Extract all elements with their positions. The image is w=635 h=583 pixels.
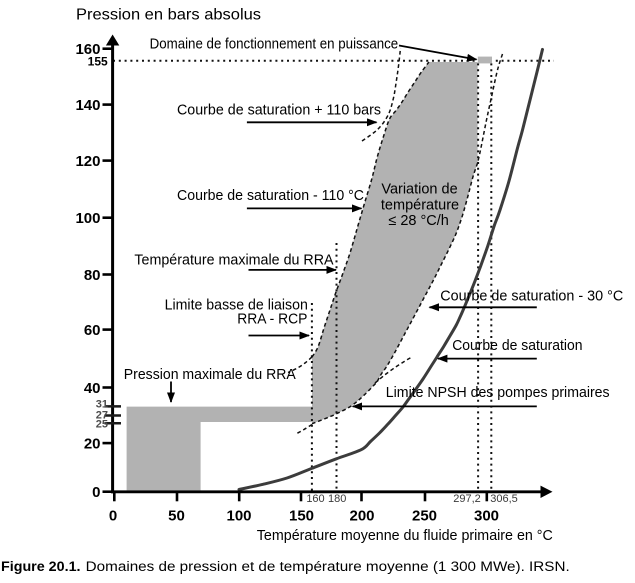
svg-text:140: 140 xyxy=(75,97,100,114)
svg-text:Domaine de fonctionnement en p: Domaine de fonctionnement en puissance xyxy=(150,37,399,53)
svg-text:200: 200 xyxy=(349,508,374,525)
svg-text:Figure 20.1.Domaines de pressi: Figure 20.1. Domaines de pression et de t… xyxy=(1,559,570,574)
svg-text:160: 160 xyxy=(75,41,100,58)
svg-text:50: 50 xyxy=(168,508,185,525)
svg-text:Variation de: Variation de xyxy=(381,182,457,198)
svg-text:20: 20 xyxy=(84,435,101,452)
svg-text:25: 25 xyxy=(96,419,108,431)
svg-text:306,5: 306,5 xyxy=(490,493,518,505)
svg-text:60: 60 xyxy=(84,322,101,339)
svg-text:180: 180 xyxy=(328,493,346,505)
svg-text:≤ 28 °C/h: ≤ 28 °C/h xyxy=(388,213,449,229)
svg-text:160: 160 xyxy=(306,493,324,505)
svg-text:250: 250 xyxy=(412,508,437,525)
svg-text:Pression maximale du RRA: Pression maximale du RRA xyxy=(124,367,296,383)
svg-text:Limite basse de liaison: Limite basse de liaison xyxy=(165,298,308,314)
svg-text:100: 100 xyxy=(75,210,100,227)
svg-text:Courbe de saturation + 110 bar: Courbe de saturation + 110 bars xyxy=(177,103,381,119)
svg-text:0: 0 xyxy=(109,508,117,525)
svg-text:Température moyenne du fluide: Température moyenne du fluide primaire e… xyxy=(257,527,553,544)
svg-text:Courbe de saturation - 110 °C: Courbe de saturation - 110 °C xyxy=(177,188,364,204)
svg-text:Pression en bars absolus: Pression en bars absolus xyxy=(76,7,261,24)
svg-text:27: 27 xyxy=(96,410,108,422)
svg-text:100: 100 xyxy=(226,508,251,525)
svg-text:Courbe de saturation - 30 °C: Courbe de saturation - 30 °C xyxy=(440,288,623,304)
svg-text:0: 0 xyxy=(92,484,100,501)
svg-text:Courbe de saturation: Courbe de saturation xyxy=(452,338,582,354)
svg-text:120: 120 xyxy=(75,153,100,170)
svg-text:31: 31 xyxy=(96,399,108,411)
svg-text:80: 80 xyxy=(84,267,101,284)
svg-text:300: 300 xyxy=(474,508,499,525)
svg-text:40: 40 xyxy=(84,380,101,397)
svg-text:Limite NPSH des pompes primair: Limite NPSH des pompes primaires xyxy=(386,385,610,401)
svg-text:température: température xyxy=(381,198,459,214)
svg-text:RRA - RCP: RRA - RCP xyxy=(237,312,307,328)
svg-text:155: 155 xyxy=(88,54,108,68)
svg-text:297,2: 297,2 xyxy=(453,493,481,505)
svg-text:Température maximale du RRA: Température maximale du RRA xyxy=(134,253,334,269)
svg-text:150: 150 xyxy=(289,508,314,525)
